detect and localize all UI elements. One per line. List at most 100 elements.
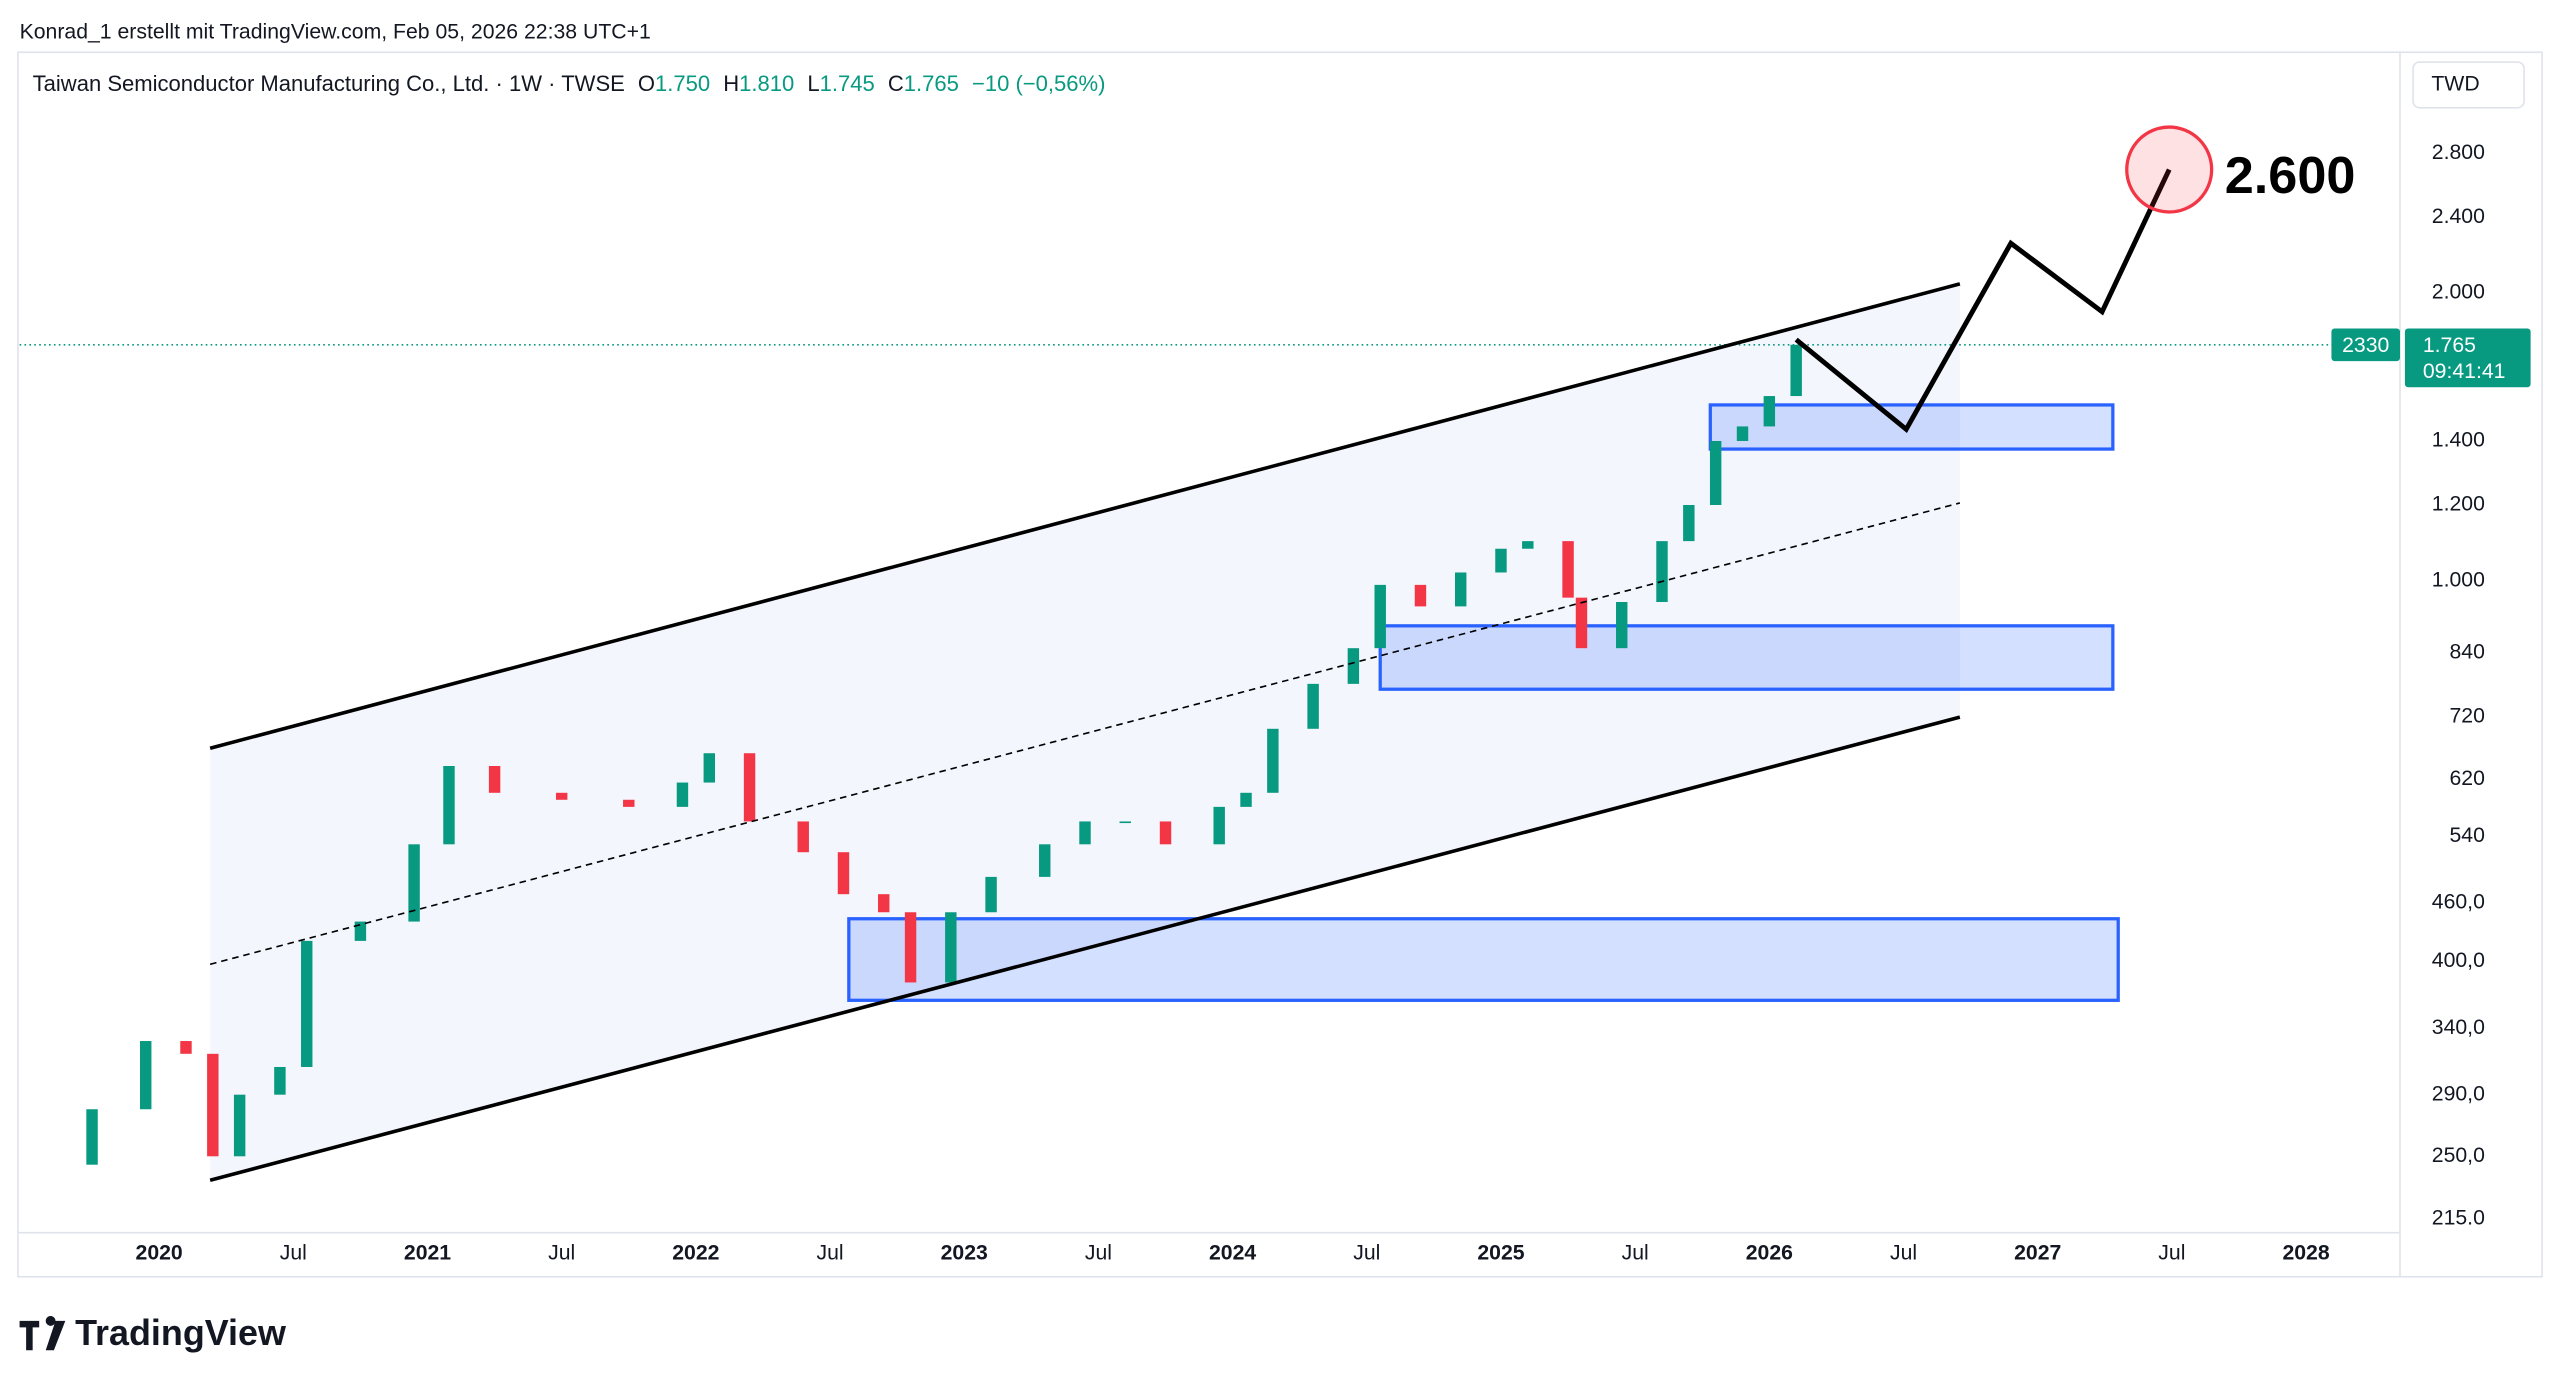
x-tick-label: Jul bbox=[1890, 1242, 1917, 1265]
y-tick-label: 540 bbox=[2449, 824, 2484, 847]
target-label: 2.600 bbox=[2225, 147, 2356, 205]
y-tick-label: 250,0 bbox=[2432, 1144, 2485, 1167]
x-tick-label: 2026 bbox=[1746, 1242, 1793, 1265]
y-tick-label: 2.000 bbox=[2432, 281, 2485, 304]
candle bbox=[1414, 584, 1427, 607]
candle bbox=[443, 766, 455, 845]
price-box bbox=[2404, 328, 2531, 388]
candle bbox=[945, 912, 957, 983]
y-tick-label: 840 bbox=[2449, 641, 2484, 664]
candle bbox=[878, 894, 890, 913]
candle bbox=[1495, 548, 1507, 573]
candle bbox=[797, 821, 809, 853]
y-tick-label: 720 bbox=[2449, 705, 2484, 728]
candle bbox=[1575, 597, 1588, 649]
symbol: Taiwan Semiconductor Manufacturing Co., … bbox=[33, 71, 625, 96]
ohlc-key: L bbox=[807, 71, 819, 96]
candle bbox=[1159, 821, 1172, 845]
candle bbox=[301, 940, 313, 1067]
price-code-box bbox=[2331, 328, 2400, 362]
candle bbox=[1616, 601, 1628, 649]
candle bbox=[1790, 344, 1802, 397]
x-tick-label: 2022 bbox=[672, 1242, 719, 1265]
logo: TradingView bbox=[19, 1312, 286, 1353]
ohlc-value: 1.745 bbox=[820, 71, 875, 96]
x-tick-label: 2020 bbox=[136, 1242, 183, 1265]
candle bbox=[555, 792, 568, 800]
candle bbox=[985, 876, 997, 913]
zone bbox=[1378, 624, 2115, 691]
ohlc-value: 1.765 bbox=[904, 71, 959, 96]
candle bbox=[1213, 806, 1225, 845]
credit: Konrad_1 erstellt mit TradingView.com, F… bbox=[20, 20, 651, 43]
x-tick-label: Jul bbox=[1353, 1242, 1380, 1265]
currency[interactable]: TWD bbox=[2431, 73, 2479, 96]
x-tick-label: 2028 bbox=[2282, 1242, 2329, 1265]
candle bbox=[1374, 584, 1386, 649]
legend: Taiwan Semiconductor Manufacturing Co., … bbox=[33, 71, 1106, 96]
logo-icon bbox=[19, 1316, 66, 1351]
candle bbox=[743, 753, 756, 822]
candle bbox=[1240, 792, 1252, 807]
candle bbox=[904, 912, 917, 983]
zone bbox=[847, 917, 2120, 1002]
y-tick-label: 290,0 bbox=[2432, 1082, 2485, 1105]
ohlc-key: C bbox=[888, 71, 904, 96]
price-value: 1.765 bbox=[2423, 334, 2476, 357]
channel-line bbox=[209, 282, 1961, 750]
y-tick-label: 1.200 bbox=[2432, 493, 2485, 516]
candle bbox=[354, 921, 367, 941]
candle bbox=[1079, 821, 1091, 845]
candle bbox=[1455, 572, 1467, 607]
candle bbox=[1683, 504, 1695, 542]
channel-fill bbox=[210, 283, 1960, 1181]
candle bbox=[1347, 648, 1360, 684]
change: −10 (−0,56%) bbox=[972, 71, 1105, 96]
x-tick-label: Jul bbox=[2158, 1242, 2185, 1265]
frame bbox=[17, 51, 2543, 1278]
zone bbox=[1708, 403, 2115, 451]
candle bbox=[1709, 440, 1722, 505]
y-tick-label: 1.000 bbox=[2432, 568, 2485, 591]
candle bbox=[1656, 541, 1668, 602]
ohlc-value: 1.810 bbox=[739, 71, 794, 96]
candle bbox=[837, 852, 850, 895]
x-tick-label: 2024 bbox=[1209, 1242, 1256, 1265]
candle bbox=[623, 799, 635, 807]
candle bbox=[1736, 426, 1749, 441]
x-tick-label: Jul bbox=[548, 1242, 575, 1265]
y-tick-label: 400,0 bbox=[2432, 949, 2485, 972]
candle bbox=[1763, 396, 1776, 427]
candle bbox=[207, 1053, 219, 1157]
x-tick-label: Jul bbox=[1622, 1242, 1649, 1265]
candle bbox=[1562, 541, 1574, 598]
x-tick-label: Jul bbox=[280, 1242, 307, 1265]
price-code: 2330 bbox=[2342, 334, 2389, 357]
x-tick-label: 2025 bbox=[1477, 1242, 1524, 1265]
candle bbox=[408, 844, 420, 922]
candle bbox=[233, 1094, 246, 1157]
x-tick-label: Jul bbox=[816, 1242, 843, 1265]
candle bbox=[1039, 844, 1051, 877]
candle bbox=[140, 1041, 152, 1110]
countdown: 09:41:41 bbox=[2423, 360, 2506, 383]
candle bbox=[1119, 821, 1131, 824]
y-tick-label: 1.400 bbox=[2432, 429, 2485, 452]
currency-box[interactable] bbox=[2412, 61, 2525, 109]
ohlc-value: 1.750 bbox=[655, 71, 710, 96]
candle bbox=[703, 753, 716, 783]
y-tick-label: 340,0 bbox=[2432, 1016, 2485, 1039]
candle bbox=[1267, 728, 1279, 793]
channel-line bbox=[209, 502, 1961, 966]
y-tick-label: 460,0 bbox=[2432, 891, 2485, 914]
candle bbox=[86, 1109, 98, 1165]
y-tick-label: 2.400 bbox=[2432, 205, 2485, 228]
candle bbox=[676, 782, 689, 807]
x-tick-label: Jul bbox=[1085, 1242, 1112, 1265]
logo-text: TradingView bbox=[75, 1312, 286, 1353]
y-tick-label: 215.0 bbox=[2432, 1207, 2485, 1230]
candle bbox=[488, 766, 501, 793]
candle bbox=[274, 1066, 286, 1095]
candle bbox=[180, 1041, 192, 1054]
